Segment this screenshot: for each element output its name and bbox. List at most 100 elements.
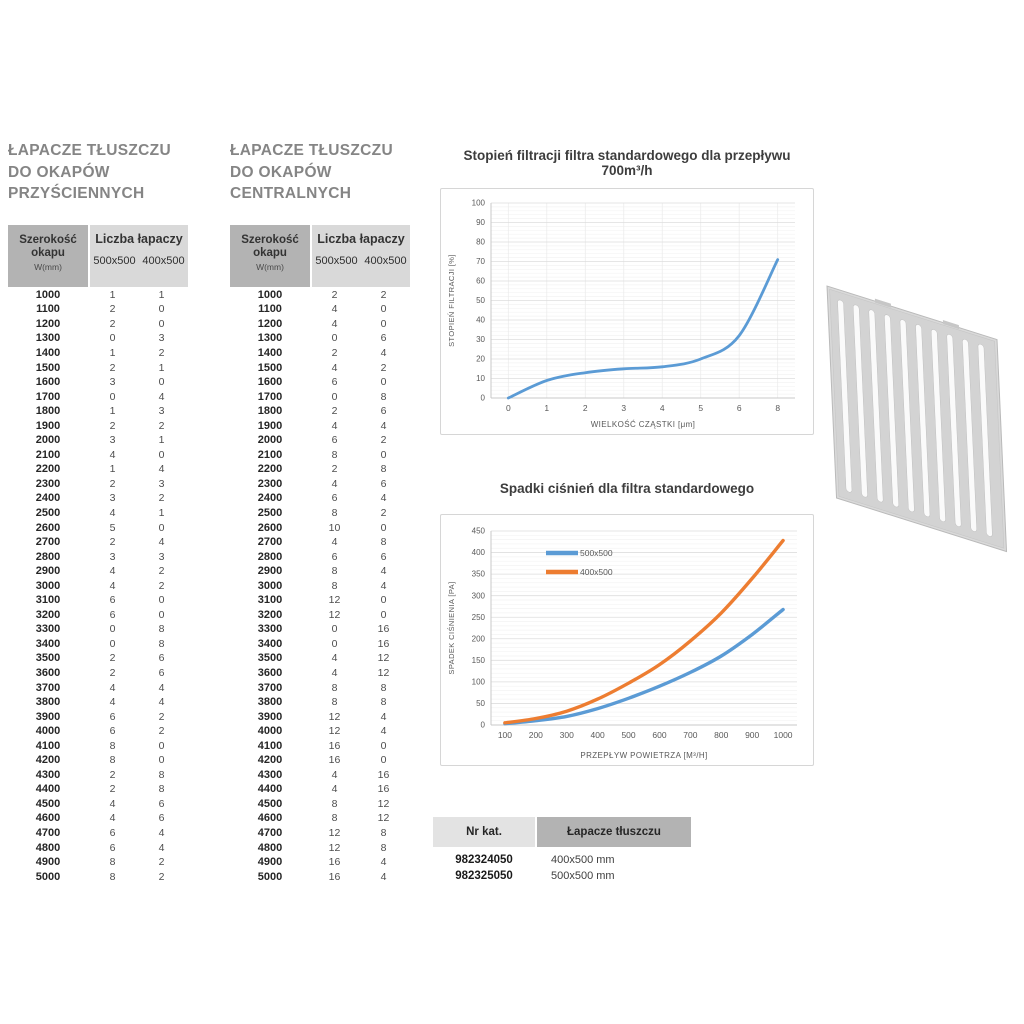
- svg-text:500: 500: [621, 730, 635, 740]
- cell: 6: [109, 841, 116, 854]
- cell: 1500: [35, 361, 61, 374]
- cell: 16: [328, 754, 341, 767]
- table-row: 4900 8 2: [8, 855, 188, 870]
- central-hoods-table: Szerokość okapu W(mm) Liczba łapaczy 500…: [230, 224, 410, 884]
- cell: 1300: [257, 332, 283, 345]
- cell: 0: [380, 594, 387, 607]
- table-row: 4700 12 8: [230, 826, 410, 841]
- cell: 2800: [35, 550, 61, 563]
- svg-text:50: 50: [476, 296, 485, 305]
- svg-text:400: 400: [472, 548, 486, 557]
- table-row: 1500 4 2: [230, 360, 410, 375]
- cell: 4: [331, 666, 338, 679]
- cell: 2900: [257, 565, 283, 578]
- cell: 4: [331, 536, 338, 549]
- table-row: 4800 6 4: [8, 840, 188, 855]
- table-row: 3600 2 6: [8, 666, 188, 681]
- cell: 3800: [257, 696, 283, 709]
- table-row: 1200 4 0: [230, 317, 410, 332]
- cell: 3: [158, 332, 165, 345]
- cell: 2400: [257, 492, 283, 505]
- cell: 4000: [257, 725, 283, 738]
- cell: 6: [158, 812, 165, 825]
- table-row: 2500 8 2: [230, 506, 410, 521]
- cell: 4100: [257, 739, 283, 752]
- cell: 8: [109, 754, 116, 767]
- cell: 0: [158, 303, 165, 316]
- series-line-filtr-standardowy: [506, 258, 780, 400]
- cell: 2400: [35, 492, 61, 505]
- table-row: 3100 12 0: [230, 593, 410, 608]
- table-row: 4400 4 16: [230, 782, 410, 797]
- cell: 4: [380, 579, 387, 592]
- cell: 4300: [257, 768, 283, 781]
- cell: 4: [380, 856, 387, 869]
- svg-text:300: 300: [560, 730, 574, 740]
- cell: 0: [331, 637, 338, 650]
- cell: 5000: [35, 870, 61, 883]
- cell: 2: [109, 419, 116, 432]
- cell: 0: [158, 448, 165, 461]
- cell: 1: [109, 405, 116, 418]
- cell: 0: [331, 332, 338, 345]
- table-row: 3100 6 0: [8, 593, 188, 608]
- cell: 8: [331, 681, 338, 694]
- cell: 16: [377, 768, 390, 781]
- title-line: ŁAPACZE TŁUSZCZU: [8, 142, 171, 159]
- cell: 2500: [257, 506, 283, 519]
- cell: 4: [158, 536, 165, 549]
- table-row: 4000 6 2: [8, 724, 188, 739]
- cell: 2: [380, 506, 387, 519]
- cell: 4: [380, 870, 387, 883]
- cell: 2: [109, 361, 116, 374]
- cell: 4500: [257, 797, 283, 810]
- cell: 3400: [257, 637, 283, 650]
- cell: 8: [158, 623, 165, 636]
- svg-text:300: 300: [472, 591, 486, 600]
- cell: 2300: [35, 477, 61, 490]
- table-row: 3500 2 6: [8, 651, 188, 666]
- cell: 6: [331, 434, 338, 447]
- cell: 1600: [35, 376, 61, 389]
- table-row: 3700 4 4: [8, 680, 188, 695]
- table-header: Szerokość okapu W(mm) Liczba łapaczy 500…: [230, 224, 410, 287]
- grease-filter-header: Łapacze tłuszczu: [537, 817, 691, 847]
- table-row: 2800 6 6: [230, 549, 410, 564]
- title-line: PRZYŚCIENNYCH: [8, 185, 145, 202]
- cell: 3700: [35, 681, 61, 694]
- cell: 12: [328, 841, 341, 854]
- table-row: 3800 4 4: [8, 695, 188, 710]
- catalog-number-header: Nr kat.: [433, 817, 535, 847]
- table-row: 1300 0 6: [230, 331, 410, 346]
- table-row: 1800 2 6: [230, 404, 410, 419]
- cell: 1: [158, 288, 165, 301]
- table-row: 2200 2 8: [230, 462, 410, 477]
- table-row: 3700 8 8: [230, 680, 410, 695]
- svg-text:WIELKOŚĆ CZĄSTKI [μm]: WIELKOŚĆ CZĄSTKI [μm]: [591, 420, 696, 429]
- cell: 2: [380, 434, 387, 447]
- cell: 1200: [257, 317, 283, 330]
- cell: 8: [158, 637, 165, 650]
- cell: 12: [328, 608, 341, 621]
- cell: 8: [109, 856, 116, 869]
- cell: 16: [377, 623, 390, 636]
- cell: 12: [328, 725, 341, 738]
- svg-text:1000: 1000: [774, 730, 793, 740]
- table-row: 2000 6 2: [230, 433, 410, 448]
- table-row: 2700 4 8: [230, 535, 410, 550]
- cell: 2700: [35, 536, 61, 549]
- cell: 3200: [257, 608, 283, 621]
- cell: 4500: [35, 797, 61, 810]
- table-row: 1900 2 2: [8, 418, 188, 433]
- cell: 2: [331, 288, 338, 301]
- cell: 2: [158, 492, 165, 505]
- cell: 2: [158, 579, 165, 592]
- table-row: 4300 4 16: [230, 768, 410, 783]
- cell: 16: [377, 783, 390, 796]
- cell: 4000: [35, 725, 61, 738]
- cell: 4200: [257, 754, 283, 767]
- cell: 3: [109, 550, 116, 563]
- cell: 2100: [257, 448, 283, 461]
- cell: 3800: [35, 696, 61, 709]
- svg-text:200: 200: [472, 634, 486, 643]
